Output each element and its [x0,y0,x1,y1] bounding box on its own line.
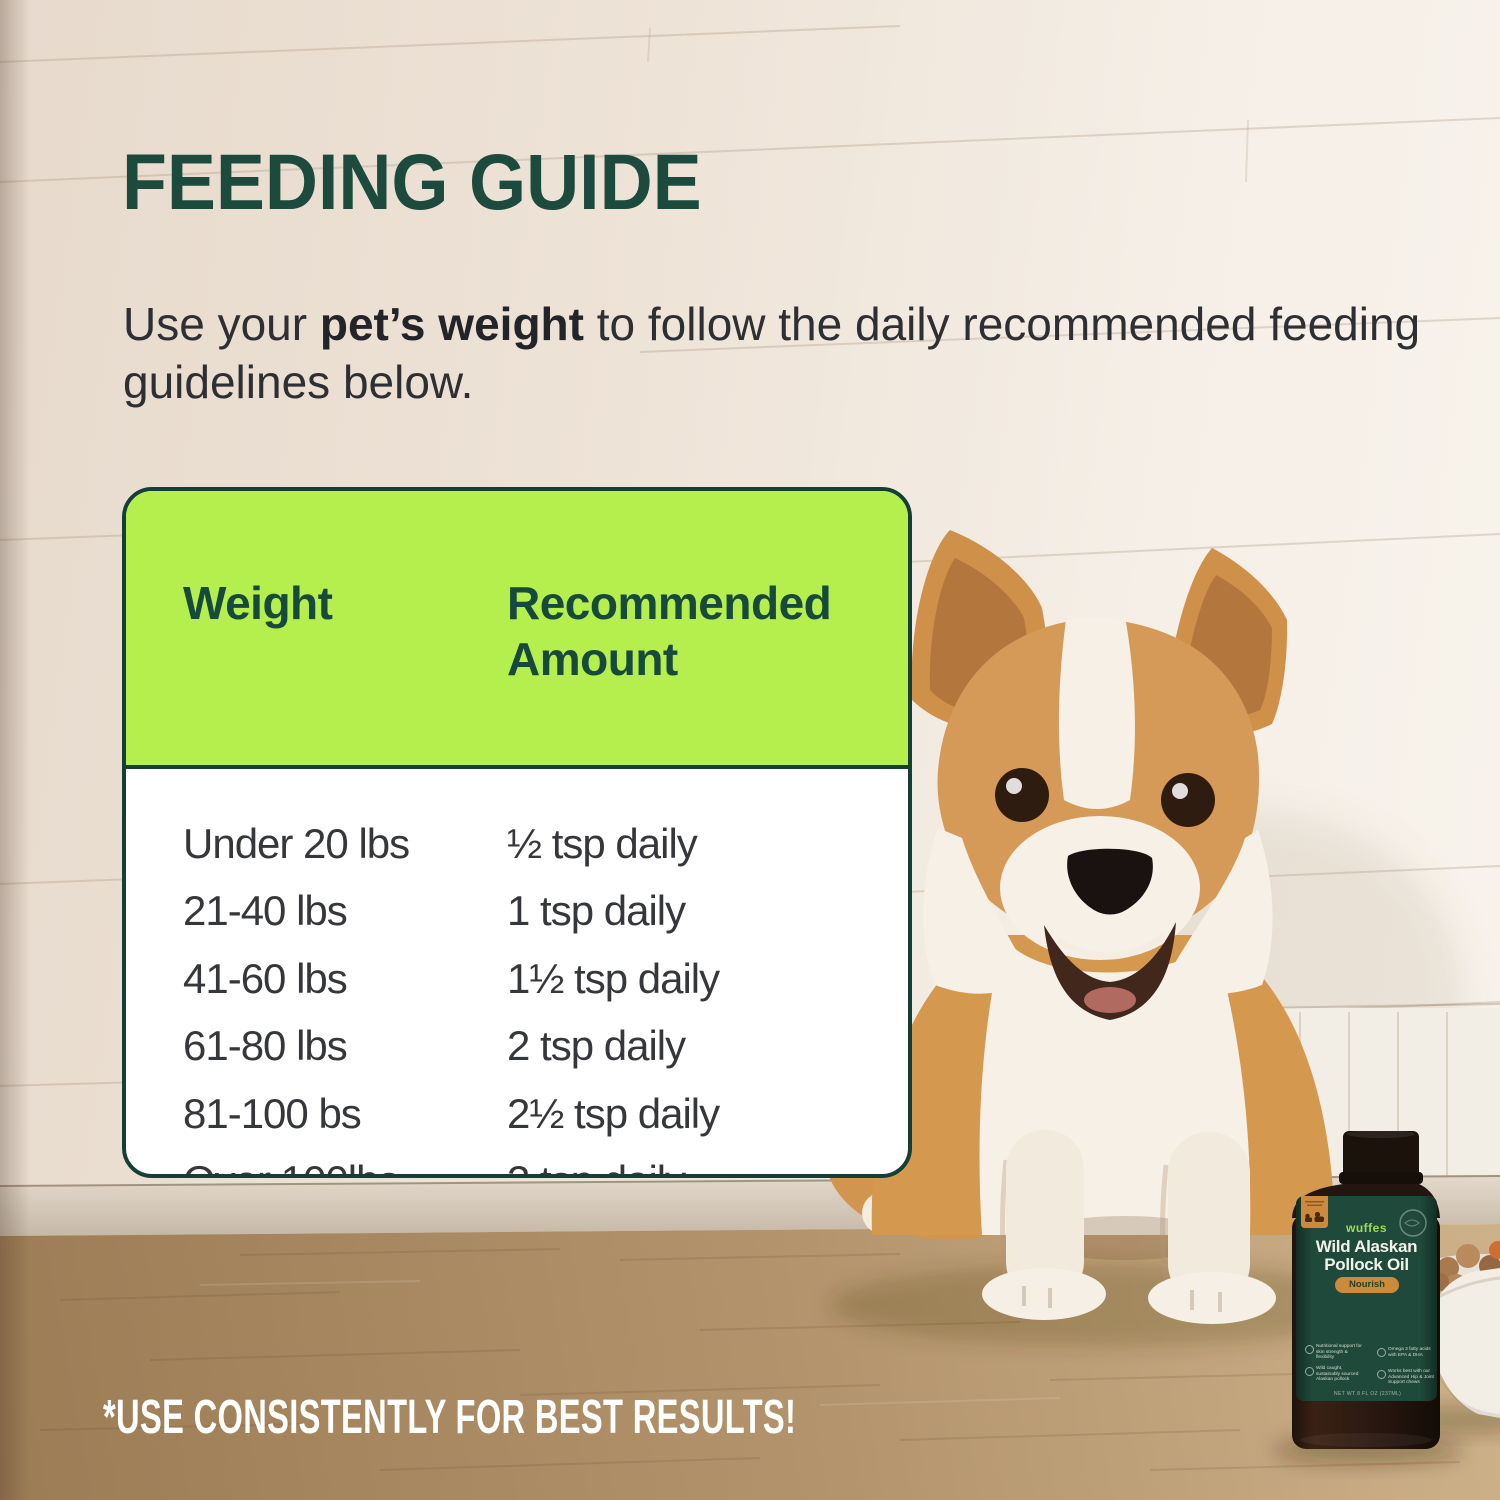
nourish-badge: Nourish [1335,1277,1399,1293]
table-header-row: Weight Recommended Amount [126,491,908,769]
brand-name: wuffes [1345,1221,1387,1235]
feature-text: Wild caught, sustainably sourced Alaskan… [1316,1366,1359,1383]
weight-column-header: Weight [183,577,333,629]
table-row: 81-100 bs 2½ tsp daily [126,1080,908,1148]
page-title: FEEDING GUIDE [122,137,702,226]
amount-cell: 3 tsp daily [507,1157,908,1174]
cat-icon [1305,1213,1310,1219]
amount-cell: 1 tsp daily [507,887,686,935]
weight-cell: Over 100lbs [183,1157,507,1174]
species-tab [1301,1196,1328,1228]
table-row: 61-80 lbs 2 tsp daily [126,1013,908,1081]
label-feature: Works best with our Advanced Hip & Joint… [1377,1369,1437,1386]
dog-tongue [1084,987,1136,1013]
table-row: 41-60 lbs 1½ tsp daily [126,945,908,1013]
feature-circle-icon [1305,1345,1314,1354]
weight-cell: Under 20 lbs [183,819,410,867]
bottle-cap [1343,1131,1419,1181]
dog-mouth [1044,922,1176,1020]
subtitle: Use your pet’s weight to follow the dail… [123,296,1463,411]
footnote: *USE CONSISTENTLY FOR BEST RESULTS! [103,1391,797,1444]
dog-head [923,617,1273,1020]
net-weight: NET WT 8 FL OZ (237ML) [1333,1391,1402,1397]
feature-circle-icon [1377,1370,1386,1379]
table-row: Under 20 lbs ½ tsp daily [126,810,908,878]
weight-cell: 21-40 lbs [183,887,348,935]
feeding-table-card: Weight Recommended Amount Under 20 lbs ½… [122,487,912,1178]
weight-cell: 81-100 bs [183,1089,362,1137]
table-row: 21-40 lbs 1 tsp daily [126,878,908,946]
corgi-dog [825,530,1335,1324]
amount-cell: 2½ tsp daily [507,1089,720,1137]
dog-blaze [1058,617,1135,809]
amount-cell: 2 tsp daily [507,1022,686,1070]
subtitle-prefix: Use your [123,298,320,350]
bottle [1273,1130,1463,1463]
product-name-line2: Pollock Oil [1324,1255,1409,1274]
wood-floor [0,1224,1500,1500]
label-feature: Nutritional support for skin strength & … [1305,1344,1365,1361]
feature-text: Nutritional support for skin strength & … [1316,1344,1362,1361]
food-bowl [1400,1241,1500,1432]
feature-circle-icon [1377,1348,1386,1357]
subtitle-suffix: to follow the daily recommended feeding … [123,298,1421,408]
feature-text: Works best with our Advanced Hip & Joint… [1388,1369,1434,1386]
dog-nose [1067,848,1153,915]
table-body: Under 20 lbs ½ tsp daily 21-40 lbs 1 tsp… [126,769,908,1174]
dog-eyes [995,768,1215,827]
table-row: Over 100lbs 3 tsp daily [126,1148,908,1174]
amount-column-header: Recommended Amount [507,577,832,685]
left-edge-shadow [0,0,30,1500]
label-feature: Wild caught, sustainably sourced Alaskan… [1305,1366,1365,1383]
amount-cell: 1½ tsp daily [507,954,720,1002]
amount-cell: ½ tsp daily [507,819,698,867]
label-feature: Omega 3 fatty acids with EPA & DHA [1377,1347,1437,1358]
feature-text: Omega 3 fatty acids with EPA & DHA [1388,1347,1431,1358]
weight-cell: 41-60 lbs [183,954,348,1002]
weight-cell: 61-80 lbs [183,1022,348,1070]
subtitle-bold: pet’s weight [319,298,584,350]
product-name-line1: Wild Alaskan [1315,1237,1418,1256]
dog-front-legs [982,1130,1276,1324]
dog-icon [1314,1211,1321,1218]
fish-emblem-icon [1399,1209,1427,1237]
feature-circle-icon [1305,1367,1314,1376]
